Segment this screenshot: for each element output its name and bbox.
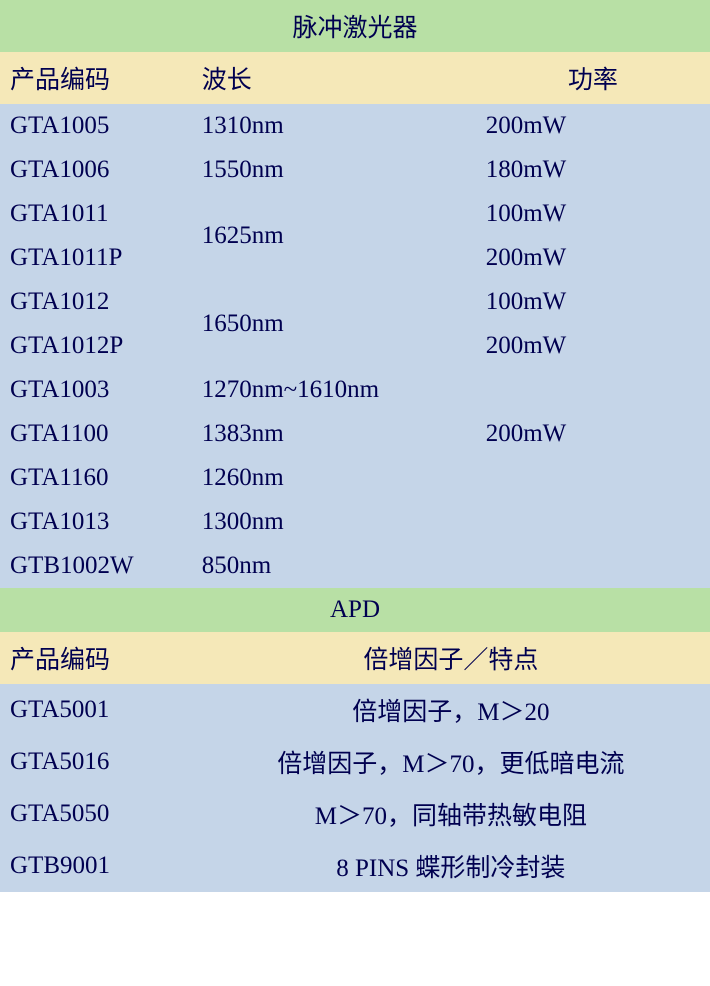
cell-code: GTA1006 — [0, 148, 192, 192]
table-row: GTA1013 1300nm — [0, 500, 710, 544]
cell-code: GTA1100 — [0, 412, 192, 456]
cell-power: 100mW — [476, 192, 710, 236]
section2-title: APD — [0, 588, 710, 632]
table-row: GTB9001 8 PINS 蝶形制冷封装 — [0, 840, 710, 892]
cell-power — [476, 368, 710, 412]
cell-code: GTA1003 — [0, 368, 192, 412]
cell-code: GTB9001 — [0, 840, 192, 892]
table-row: GTA1100 1383nm 200mW — [0, 412, 710, 456]
product-table: 脉冲激光器 产品编码 波长 功率 GTA1005 1310nm 200mW GT… — [0, 0, 710, 892]
table-row: GTB1002W 850nm — [0, 544, 710, 588]
cell-code: GTA1012 — [0, 280, 192, 324]
cell-code: GTA5001 — [0, 684, 192, 736]
cell-code: GTA1005 — [0, 104, 192, 148]
table-row: GTA1011 1625nm 100mW — [0, 192, 710, 236]
cell-wavelength: 1260nm — [192, 456, 476, 500]
table-row: GTA1006 1550nm 180mW — [0, 148, 710, 192]
cell-wavelength: 1383nm — [192, 412, 476, 456]
table-row: GTA5050 M＞70，同轴带热敏电阻 — [0, 788, 710, 840]
cell-power: 200mW — [476, 324, 710, 368]
cell-wavelength: 1650nm — [192, 280, 476, 368]
cell-feature: M＞70，同轴带热敏电阻 — [192, 788, 710, 840]
table-row: GTA1003 1270nm~1610nm — [0, 368, 710, 412]
cell-wavelength: 1310nm — [192, 104, 476, 148]
cell-power — [476, 544, 710, 588]
cell-code: GTA1013 — [0, 500, 192, 544]
cell-wavelength: 1270nm~1610nm — [192, 368, 476, 412]
cell-power: 200mW — [476, 412, 710, 456]
section2-header-code: 产品编码 — [0, 632, 192, 684]
table-row: GTA5016 倍增因子，M＞70，更低暗电流 — [0, 736, 710, 788]
cell-wavelength: 1300nm — [192, 500, 476, 544]
cell-code: GTA1011 — [0, 192, 192, 236]
cell-power: 200mW — [476, 236, 710, 280]
cell-code: GTA5016 — [0, 736, 192, 788]
cell-wavelength: 850nm — [192, 544, 476, 588]
cell-code: GTA5050 — [0, 788, 192, 840]
section1-header-code: 产品编码 — [0, 52, 192, 104]
table-row: GTA1160 1260nm — [0, 456, 710, 500]
cell-wavelength: 1550nm — [192, 148, 476, 192]
cell-feature: 倍增因子，M＞70，更低暗电流 — [192, 736, 710, 788]
cell-feature: 8 PINS 蝶形制冷封装 — [192, 840, 710, 892]
cell-feature: 倍增因子，M＞20 — [192, 684, 710, 736]
table-row: GTA1005 1310nm 200mW — [0, 104, 710, 148]
cell-code: GTA1160 — [0, 456, 192, 500]
section1-header-power: 功率 — [476, 52, 710, 104]
section1-title: 脉冲激光器 — [0, 0, 710, 52]
cell-wavelength: 1625nm — [192, 192, 476, 280]
cell-power: 100mW — [476, 280, 710, 324]
cell-power — [476, 456, 710, 500]
table-row: GTA1012 1650nm 100mW — [0, 280, 710, 324]
section1-header-wavelength: 波长 — [192, 52, 476, 104]
cell-code: GTB1002W — [0, 544, 192, 588]
cell-power — [476, 500, 710, 544]
cell-power: 200mW — [476, 104, 710, 148]
cell-power: 180mW — [476, 148, 710, 192]
cell-code: GTA1011P — [0, 236, 192, 280]
section2-header-feature: 倍增因子／特点 — [192, 632, 710, 684]
table-row: GTA5001 倍增因子，M＞20 — [0, 684, 710, 736]
cell-code: GTA1012P — [0, 324, 192, 368]
